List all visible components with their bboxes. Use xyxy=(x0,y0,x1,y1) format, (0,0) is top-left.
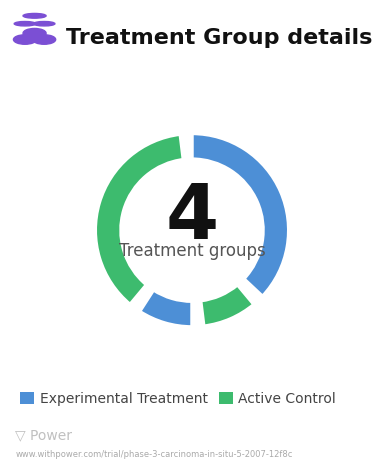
Circle shape xyxy=(14,21,36,26)
Ellipse shape xyxy=(33,35,56,44)
Text: ▽ Power: ▽ Power xyxy=(15,428,72,442)
Text: Treatment groups: Treatment groups xyxy=(119,242,265,260)
Text: Treatment Group details: Treatment Group details xyxy=(66,28,372,48)
Wedge shape xyxy=(201,285,254,326)
Wedge shape xyxy=(192,133,289,296)
Circle shape xyxy=(23,13,46,18)
Legend: Experimental Treatment, Active Control: Experimental Treatment, Active Control xyxy=(15,386,341,411)
Ellipse shape xyxy=(13,35,36,44)
Wedge shape xyxy=(140,290,192,327)
Wedge shape xyxy=(95,134,183,305)
Text: www.withpower.com/trial/phase-3-carcinoma-in-situ-5-2007-12f8c: www.withpower.com/trial/phase-3-carcinom… xyxy=(15,450,293,459)
Ellipse shape xyxy=(23,28,46,38)
Circle shape xyxy=(33,21,55,26)
Text: 4: 4 xyxy=(166,181,218,255)
